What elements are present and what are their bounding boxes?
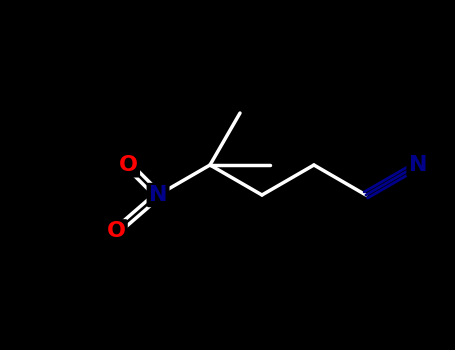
Text: O: O	[106, 221, 126, 241]
Text: O: O	[119, 155, 138, 175]
Text: N: N	[149, 185, 167, 205]
Text: N: N	[409, 155, 427, 175]
